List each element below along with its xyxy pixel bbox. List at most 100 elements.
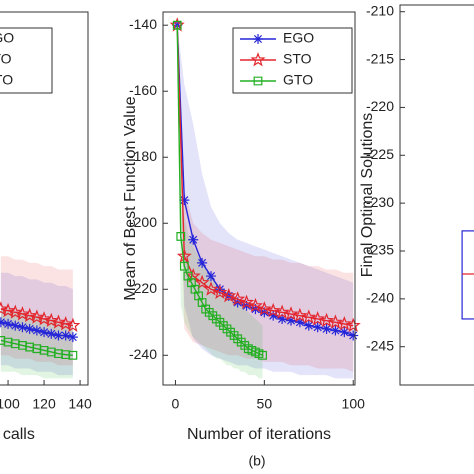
y-tick-label: -235 [366,242,394,258]
marker-asterisk [24,323,35,334]
marker-star [327,314,343,329]
y-tick-label: -225 [366,146,394,162]
marker-square [253,76,263,86]
marker-star [58,316,74,331]
y-tick-label: -240 [129,346,157,362]
y-tick-label: -230 [366,194,394,210]
marker-asterisk [321,323,332,334]
marker-star [22,307,38,323]
legend-label: GTO [283,72,313,88]
marker-star [250,52,266,67]
band [177,25,354,372]
marker-star [256,301,272,316]
marker-asterisk [31,325,42,336]
marker-star [230,291,246,306]
x-tick-label: 120 [32,396,56,412]
marker-asterisk [46,328,57,339]
marker-asterisk [339,327,350,338]
marker-asterisk [39,327,50,338]
axes-box [0,11,89,386]
y-tick-label: -215 [366,50,394,66]
marker-star [0,302,16,318]
marker-asterisk [206,271,216,282]
y-tick-label: -245 [366,337,394,353]
marker-square [68,350,78,360]
y-tick-label: -210 [366,2,394,18]
marker-star [247,297,263,313]
marker-star [336,316,352,331]
marker-star [292,307,308,323]
marker-square [187,278,196,288]
marker-square [176,232,186,241]
legend-box [0,27,53,94]
box [461,230,474,320]
marker-star [0,301,9,316]
legend-label: EGO [283,30,314,46]
legend-label: GTO [0,72,13,88]
marker-asterisk [277,313,288,324]
y-tick-label: -240 [366,290,394,306]
marker-star [274,304,290,319]
x-tick-label: 100 [342,396,366,412]
marker-star [239,294,255,309]
marker-star [43,312,59,328]
x-axis-label: Number of function calls [0,426,35,443]
marker-asterisk [188,234,199,245]
marker-star [283,306,299,321]
x-tick-label: 50 [257,396,273,412]
marker-square [183,271,193,281]
axes-box [399,4,474,386]
marker-asterisk [303,320,314,331]
x-tick-label: 140 [68,396,92,412]
marker-asterisk [348,330,359,341]
marker-asterisk [286,315,296,326]
legend-label: STO [283,51,312,67]
marker-star [7,304,23,319]
marker-star [29,309,45,324]
marker-asterisk [60,330,71,341]
marker-square [258,350,267,360]
marker-star [176,248,192,263]
marker-star [194,274,210,290]
y-tick-label: -180 [129,148,157,164]
marker-star [265,302,281,318]
y-tick-label: -140 [129,16,157,32]
marker-asterisk [330,325,341,336]
marker-square [179,261,189,271]
marker-star [301,309,317,324]
marker-star [203,281,219,296]
caption: (b) [248,453,265,469]
marker-star [65,317,81,332]
marker-asterisk [53,330,64,341]
y-axis-label: Mean of Best Function Value [122,96,139,300]
x-tick-label: 100 [0,396,20,412]
marker-square [194,291,203,301]
marker-asterisk [253,34,263,44]
legend-label: STO [0,51,12,67]
y-tick-label: -160 [129,82,157,98]
marker-asterisk [179,195,190,206]
marker-square [172,20,182,30]
marker-star [36,311,52,326]
series-line [0,339,73,356]
marker-asterisk [3,318,14,329]
marker-asterisk [17,322,28,333]
legend-label: EGO [0,30,14,46]
x-tick-label: 0 [172,396,180,412]
marker-star [221,287,237,303]
marker-square [190,284,200,294]
marker-star [14,306,30,321]
marker-star [50,314,67,329]
marker-asterisk [0,317,6,328]
marker-square [254,349,264,359]
marker-asterisk [197,257,208,268]
y-tick-label: -200 [129,214,157,230]
marker-asterisk [312,322,323,333]
marker-asterisk [294,317,305,328]
marker-star [310,311,326,326]
y-tick-label: -220 [129,280,157,296]
marker-square [197,298,207,307]
x-axis-label: Number of iterations [187,426,331,443]
axes-box [162,11,356,386]
